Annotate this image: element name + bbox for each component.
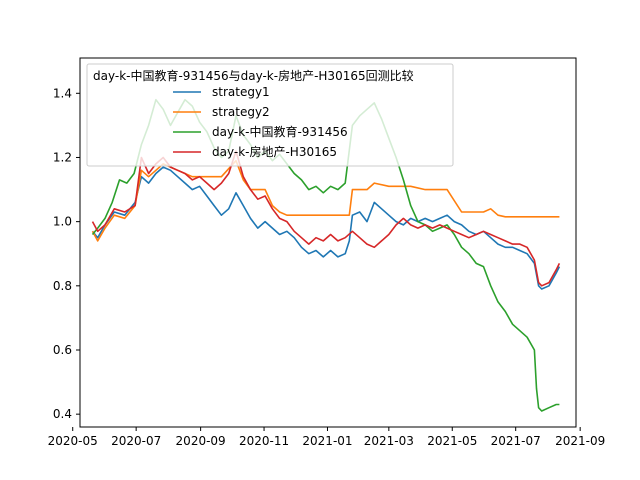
y-tick-label: 0.8	[53, 279, 72, 293]
legend-box	[86, 63, 454, 167]
x-tick-label: 2021-01	[302, 434, 352, 448]
legend: day-k-中国教育-931456与day-k-房地产-H30165回测比较 s…	[86, 63, 454, 167]
x-tick-label: 2021-09	[555, 434, 605, 448]
x-axis: 2020-05 2020-07 2020-09 2020-11 2021-01 2021-…	[48, 427, 605, 448]
y-tick-label: 0.6	[53, 343, 72, 357]
x-tick-label: 2020-09	[176, 434, 226, 448]
y-axis: 0.4 0.6 0.8 1.0 1.2 1.4	[53, 86, 80, 421]
y-tick-label: 1.0	[53, 215, 72, 229]
x-tick-label: 2021-03	[364, 434, 414, 448]
legend-label: strategy2	[212, 105, 270, 119]
series-line-2	[91, 159, 560, 242]
legend-entries: strategy1 strategy2 day-k-中国教育-931456 day-k…	[173, 85, 348, 159]
series-line-1	[91, 166, 561, 290]
series-line-4	[91, 150, 561, 287]
x-tick-label: 2020-05	[48, 434, 98, 448]
axes-frame	[79, 57, 577, 428]
legend-title: day-k-中国教育-931456与day-k-房地产-H30165回测比较	[93, 68, 414, 83]
x-tick-label: 2020-07	[111, 434, 161, 448]
x-tick-label: 2020-11	[239, 434, 289, 448]
legend-label: day-k-中国教育-931456	[212, 124, 348, 139]
legend-label: day-k-房地产-H30165	[212, 144, 337, 159]
y-tick-label: 1.2	[53, 150, 72, 164]
x-tick-label: 2021-07	[491, 434, 541, 448]
y-tick-label: 0.4	[53, 407, 72, 421]
x-tick-label: 2021-05	[427, 434, 477, 448]
y-tick-label: 1.4	[53, 86, 72, 100]
legend-label: strategy1	[212, 85, 270, 99]
